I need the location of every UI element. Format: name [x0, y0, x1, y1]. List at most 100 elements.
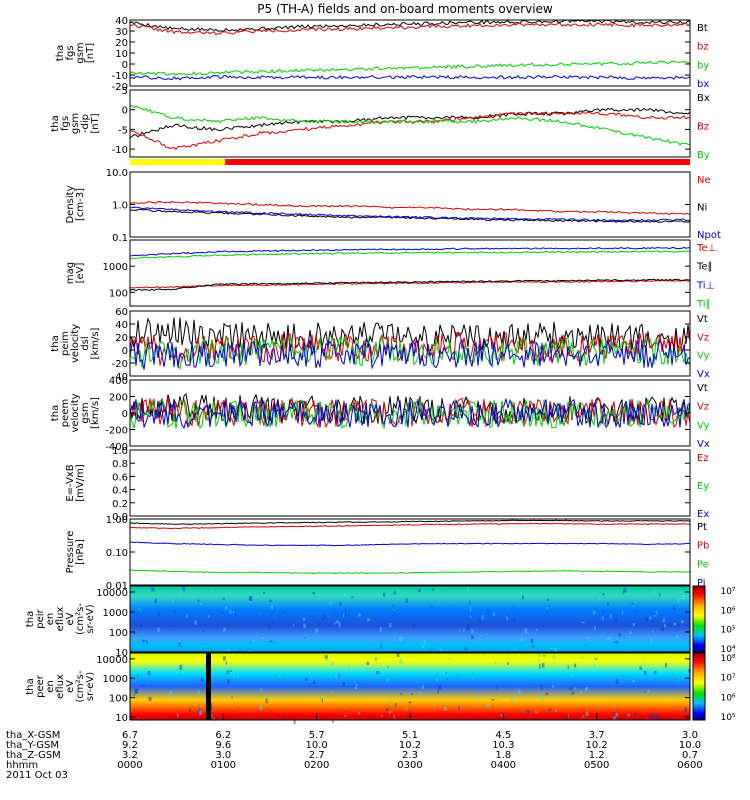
series-line-Vt	[129, 392, 691, 426]
heatmap-noise	[147, 670, 151, 675]
heatmap-noise	[476, 696, 480, 700]
legend-Vx: Vx	[697, 439, 710, 450]
heatmap-noise	[443, 700, 446, 704]
heatmap-noise	[142, 639, 145, 642]
heatmap-noise	[607, 602, 609, 606]
heatmap-noise	[339, 602, 342, 606]
heatmap-noise	[268, 624, 271, 630]
heatmap-noise	[581, 621, 585, 624]
series-line-Pt	[129, 519, 691, 525]
y-axis-label-line: [eV]	[75, 263, 86, 284]
heatmap-noise	[598, 596, 601, 600]
heatmap-noise	[594, 625, 596, 630]
heatmap-noise	[642, 657, 644, 660]
y-axis-label-line: velocity	[70, 393, 81, 432]
heatmap-noise	[200, 645, 204, 647]
panel-frame	[129, 310, 691, 377]
heatmap-noise	[510, 698, 514, 702]
y-axis-label-line: fgs	[65, 45, 76, 60]
y-axis-label-line: peem	[60, 399, 71, 427]
y-axis-label-line: eV	[65, 680, 76, 693]
ephemeris-label: 2011 Oct 03	[6, 770, 68, 781]
heatmap-noise	[478, 618, 480, 624]
heatmap-noise	[338, 622, 341, 627]
legend-Vt: Vt	[697, 314, 708, 325]
heatmap-noise	[535, 711, 538, 714]
y-tick-label: 0	[122, 346, 128, 357]
heatmap-noise	[361, 669, 365, 673]
heatmap-noise	[396, 653, 400, 657]
ephemeris-value: 9.2	[122, 740, 138, 751]
heatmap-noise	[275, 695, 278, 700]
heatmap-noise	[654, 590, 657, 594]
heatmap-noise	[586, 637, 590, 640]
legend-Bt: Bt	[697, 23, 708, 34]
legend-Ey: Ey	[697, 481, 709, 492]
heatmap-noise	[513, 647, 514, 651]
y-axis-label-line: eflux	[55, 607, 66, 632]
heatmap-noise	[148, 696, 152, 701]
y-axis-label-line: fgs	[60, 116, 71, 131]
heatmap-noise	[226, 670, 229, 675]
heatmap-noise	[138, 607, 141, 611]
y-tick-label: 30	[115, 27, 128, 38]
heatmap-noise	[355, 686, 358, 690]
series-line-Bt	[129, 19, 691, 32]
heatmap-noise	[259, 705, 263, 710]
ephemeris-label: tha_Y-GSM	[6, 740, 59, 751]
y-axis-label: thapeerenefluxeV(cm²s-sr-eV)	[25, 670, 96, 702]
y-axis-label-line: eV	[65, 612, 76, 625]
heatmap-noise	[644, 671, 647, 675]
heatmap-noise	[491, 699, 495, 701]
heatmap-noise	[177, 713, 179, 718]
heatmap-noise	[322, 617, 325, 621]
heatmap-noise	[140, 623, 142, 627]
colorbar-tick-label: 10⁵	[720, 626, 735, 636]
heatmap-noise	[224, 606, 228, 611]
colorbar-tick-label: 10⁴	[720, 645, 735, 655]
heatmap-noise	[377, 699, 380, 701]
heatmap-noise	[246, 667, 249, 669]
heatmap-noise	[411, 693, 413, 695]
heatmap-noise	[483, 654, 485, 656]
y-tick-label: 0	[122, 60, 128, 71]
heatmap-noise	[615, 679, 618, 685]
heatmap-noise	[312, 681, 316, 685]
heatmap-noise	[351, 596, 354, 598]
heatmap-noise	[531, 645, 535, 648]
heatmap-noise	[342, 682, 345, 687]
heatmap-noise	[602, 593, 605, 596]
y-axis-label-line: peim	[60, 331, 71, 356]
panel-temperature: 1000 100 mag[eV] Te⊥ Te∥ Ti⊥ Ti∥	[65, 239, 716, 310]
heatmap-noise	[518, 689, 521, 694]
heatmap-noise	[610, 614, 612, 619]
y-tick-label: 40	[115, 320, 128, 331]
heatmap-noise	[278, 672, 282, 677]
y-tick-label: 200	[109, 393, 128, 404]
y-axis-label-line: (cm²s-	[75, 603, 86, 635]
heatmap-noise	[466, 625, 470, 630]
heatmap-noise	[169, 691, 172, 696]
heatmap-noise	[182, 586, 186, 591]
y-tick-label: 100	[109, 628, 128, 639]
heatmap-noise	[225, 661, 227, 665]
heatmap-noise	[410, 713, 413, 717]
heatmap-noise	[554, 647, 557, 653]
heatmap-noise	[495, 685, 498, 689]
heatmap-noise	[552, 654, 555, 659]
legend-Ne: Ne	[697, 175, 711, 186]
heatmap-noise	[223, 656, 226, 661]
colorbar-tick-label: 10⁷	[720, 587, 735, 597]
y-tick-label: 0.0	[112, 512, 128, 523]
heatmap-noise	[376, 671, 380, 675]
heatmap-noise	[507, 662, 509, 665]
series-line-Bz	[129, 111, 691, 151]
heatmap-noise	[418, 691, 422, 694]
heatmap-noise	[438, 685, 441, 690]
panel-frame	[129, 518, 691, 586]
y-axis-label-line: [mV/m]	[75, 464, 86, 502]
heatmap-noise	[469, 606, 472, 612]
heatmap-noise	[487, 608, 489, 614]
heatmap-noise	[231, 696, 233, 698]
